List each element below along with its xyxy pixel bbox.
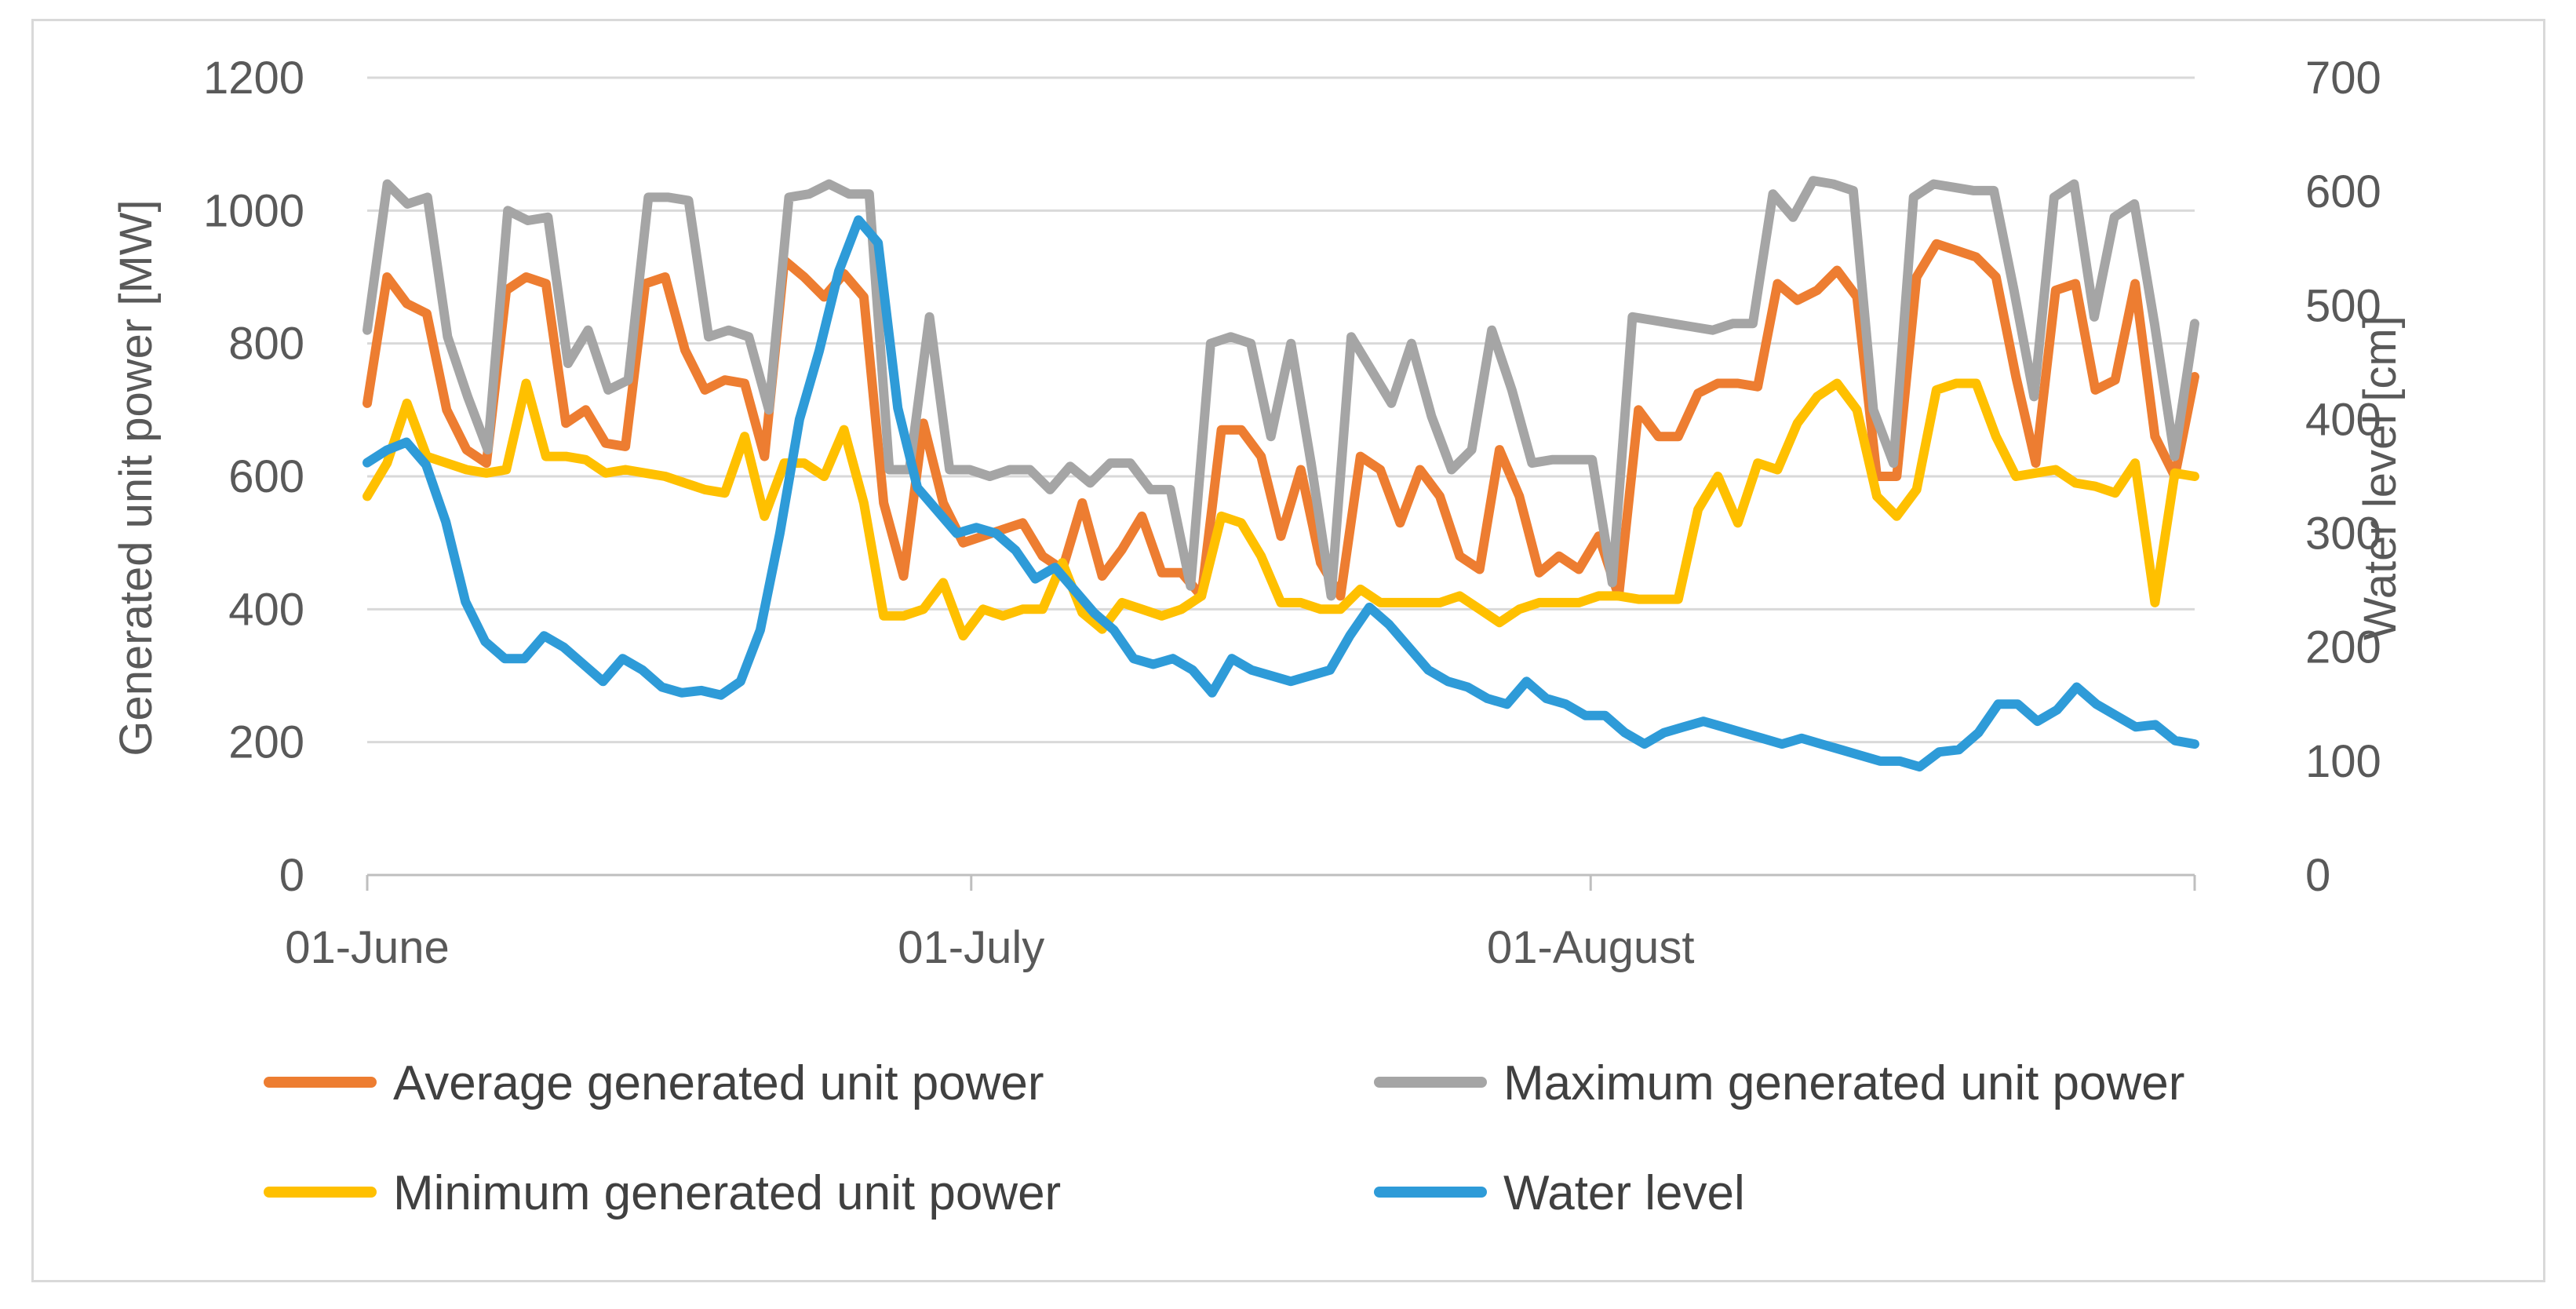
legend-label-2: Minimum generated unit power bbox=[393, 1166, 1061, 1220]
left-tick-label: 800 bbox=[228, 319, 304, 370]
left-tick-label: 200 bbox=[228, 717, 304, 768]
legend-label-1: Maximum generated unit power bbox=[1503, 1056, 2184, 1110]
right-axis-title: Water level [cm] bbox=[2355, 315, 2406, 640]
series-line-0 bbox=[363, 239, 2199, 601]
right-tick-label: 600 bbox=[2305, 166, 2381, 217]
left-axis-title: Generated unit power [MW] bbox=[111, 199, 162, 756]
right-tick-label: 500 bbox=[2305, 280, 2381, 331]
series-lines bbox=[363, 176, 2199, 772]
legend: Average generated unit power Maximum gene… bbox=[264, 1056, 2184, 1220]
right-tick-label: 100 bbox=[2305, 736, 2381, 787]
x-tick-label: 01-August bbox=[1487, 922, 1694, 973]
right-tick-label: 700 bbox=[2305, 53, 2381, 104]
series-line-2 bbox=[363, 378, 2199, 641]
left-tick-label: 1000 bbox=[203, 185, 304, 236]
x-tick-label: 01-July bbox=[898, 922, 1044, 973]
left-tick-label: 0 bbox=[279, 850, 304, 901]
legend-label-3: Water level bbox=[1503, 1166, 1745, 1220]
series-line-1 bbox=[363, 176, 2199, 601]
legend-label-0: Average generated unit power bbox=[393, 1056, 1044, 1110]
series-line-3 bbox=[363, 215, 2199, 772]
x-tick-label: 01-June bbox=[285, 922, 450, 973]
chart-svg: 0 200 400 600 800 1000 1200 0 100 200 300 400 500 600… bbox=[111, 53, 2406, 1220]
left-tick-label: 600 bbox=[228, 451, 304, 502]
left-tick-label: 400 bbox=[228, 584, 304, 635]
axes bbox=[366, 873, 2196, 891]
right-tick-label: 0 bbox=[2305, 850, 2330, 901]
right-tick-label: 200 bbox=[2305, 622, 2381, 673]
chart-frame: 0 200 400 600 800 1000 1200 0 100 200 300 400 500 600… bbox=[31, 19, 2545, 1282]
left-tick-label: 1200 bbox=[203, 53, 304, 104]
right-tick-label: 400 bbox=[2305, 394, 2381, 445]
tick-labels: 0 200 400 600 800 1000 1200 0 100 200 300 400 500 600… bbox=[203, 53, 2381, 973]
right-tick-label: 300 bbox=[2305, 509, 2381, 560]
